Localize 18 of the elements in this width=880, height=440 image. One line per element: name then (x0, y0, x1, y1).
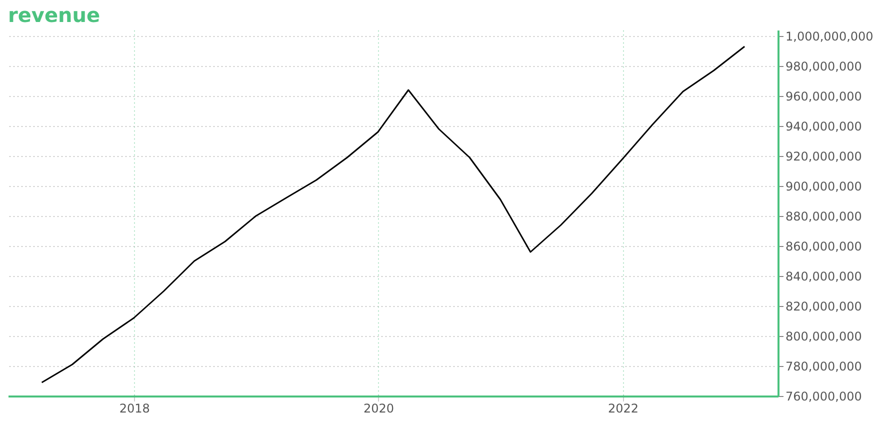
chart-title: revenue (8, 3, 100, 27)
y-tick-label: 900,000,000 (786, 180, 862, 194)
y-tick-label: 780,000,000 (786, 360, 862, 374)
y-tick-label: 960,000,000 (786, 90, 862, 104)
y-tick-label: 860,000,000 (786, 240, 862, 254)
x-tick-label: 2020 (364, 402, 394, 416)
y-tick-label: 820,000,000 (786, 300, 862, 314)
x-tick-label: 2018 (119, 402, 150, 416)
y-tick-label: 940,000,000 (786, 120, 862, 134)
y-tick-label: 980,000,000 (786, 60, 862, 74)
y-tick-label: 1,000,000,000 (786, 30, 874, 44)
y-tick-label: 920,000,000 (786, 150, 862, 164)
y-tick-label: 840,000,000 (786, 270, 862, 284)
x-tick-label: 2022 (608, 402, 639, 416)
y-tick-label: 760,000,000 (786, 390, 862, 404)
y-tick-label: 880,000,000 (786, 210, 862, 224)
y-tick-label: 800,000,000 (786, 330, 862, 344)
line-series (41, 46, 746, 384)
